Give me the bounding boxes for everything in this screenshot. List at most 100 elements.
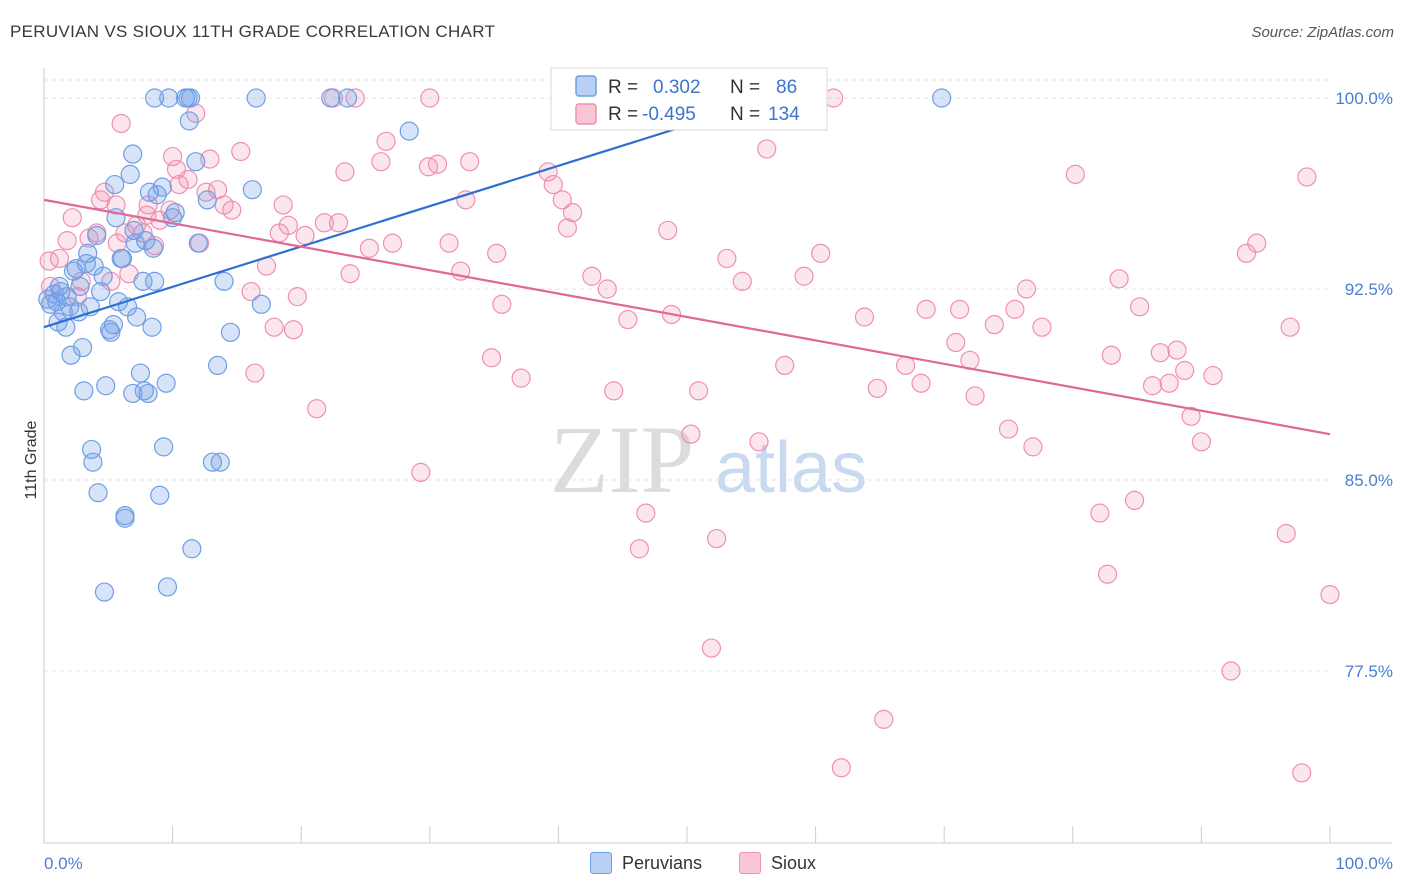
point-sioux (111, 113, 131, 134)
point-peruvians (120, 164, 140, 184)
point-peruvians (242, 180, 262, 200)
point-sioux (427, 154, 448, 174)
point-sioux (867, 378, 887, 398)
point-sioux (371, 152, 391, 172)
point-peruvians (83, 452, 103, 472)
point-peruvians (101, 322, 121, 342)
point-peruvians (72, 337, 93, 358)
point-sioux (1297, 167, 1317, 187)
y-tick-label: 85.0% (1345, 471, 1393, 490)
y-tick-label: 77.5% (1345, 662, 1393, 681)
point-peruvians (197, 190, 217, 210)
point-peruvians (143, 238, 163, 258)
point-peruvians (69, 302, 89, 322)
point-peruvians (246, 88, 266, 108)
point-peruvians (182, 539, 202, 559)
point-sioux (1124, 490, 1145, 510)
point-peruvians (96, 376, 116, 396)
point-sioux (1065, 164, 1085, 184)
trend-line-sioux (43, 198, 1331, 436)
point-peruvians (152, 177, 172, 197)
point-peruvians (88, 483, 108, 503)
gridlines (44, 79, 1330, 672)
point-peruvians (138, 383, 158, 404)
point-sioux (597, 279, 617, 299)
point-sioux (1280, 317, 1300, 337)
point-sioux (1097, 564, 1118, 584)
point-peruvians (105, 174, 125, 195)
point-sioux (376, 131, 396, 151)
point-peruvians (90, 281, 111, 302)
point-sioux (1167, 340, 1187, 360)
point-peruvians (153, 437, 174, 457)
legend-r-value-sioux: -0.495 (642, 104, 696, 125)
point-sioux (382, 233, 403, 253)
point-peruvians (144, 88, 165, 108)
watermark-zip: ZIP (550, 406, 694, 513)
bottom-legend-swatch-peruvians (589, 852, 612, 874)
point-sioux (582, 266, 602, 286)
point-peruvians (124, 220, 144, 241)
legend-r-value-peruvians: 0.302 (653, 77, 701, 98)
point-peruvians (210, 452, 230, 472)
point-peruvians (139, 182, 160, 202)
point-sioux (552, 190, 572, 210)
point-peruvians (932, 88, 952, 108)
point-sioux (794, 266, 814, 286)
point-sioux (1247, 233, 1267, 253)
bottom-legend: Peruvians Sioux (0, 852, 1406, 879)
point-sioux (1142, 376, 1163, 396)
point-sioux (911, 373, 931, 393)
point-sioux (137, 205, 157, 225)
point-sioux (241, 281, 261, 302)
point-sioux (965, 386, 985, 406)
point-peruvians (130, 363, 151, 383)
y-axis-label: 11th Grade (23, 420, 40, 499)
point-sioux (420, 88, 440, 108)
point-sioux (984, 315, 1004, 335)
point-sioux (314, 213, 334, 233)
point-sioux (245, 363, 265, 383)
point-sioux (200, 149, 220, 169)
legend-n-label-sioux: N = (730, 104, 760, 125)
point-peruvians (179, 111, 199, 131)
point-sioux (604, 381, 624, 401)
point-sioux (264, 317, 284, 337)
point-peruvians (103, 315, 124, 335)
bottom-legend-item-sioux: Sioux (739, 852, 816, 874)
y-tick-label: 92.5% (1345, 280, 1393, 299)
point-sioux (636, 503, 656, 523)
point-peruvians (208, 355, 228, 375)
point-peruvians (220, 322, 241, 342)
point-sioux (732, 271, 752, 291)
point-peruvians (47, 292, 67, 312)
bottom-legend-label-sioux: Sioux (771, 852, 817, 873)
point-sioux (757, 139, 777, 159)
point-sioux (345, 88, 365, 108)
legend-r-label-peruvians: R = (608, 77, 638, 98)
point-peruvians (61, 345, 81, 365)
point-peruvians (126, 307, 147, 327)
point-peruvians (321, 88, 341, 108)
point-sioux (717, 248, 737, 269)
point-peruvians (133, 271, 153, 291)
point-sioux (222, 200, 242, 220)
point-sioux (1236, 243, 1257, 263)
point-peruvians (157, 577, 178, 597)
point-sioux (811, 243, 831, 263)
point-sioux (273, 195, 293, 215)
point-peruvians (399, 121, 419, 141)
bottom-legend-item-peruvians: Peruvians (589, 852, 702, 874)
point-sioux (160, 200, 180, 220)
y-tick-label: 100.0% (1335, 89, 1393, 108)
bottom-legend-label-peruvians: Peruvians (621, 852, 702, 873)
point-peruvians (214, 271, 234, 291)
point-sioux (439, 233, 459, 253)
point-peruvians (123, 144, 143, 164)
point-sioux (618, 309, 638, 330)
point-sioux (186, 103, 206, 123)
bottom-legend-swatch-sioux (739, 852, 762, 874)
x-tick-label-min: 0.0% (44, 854, 83, 873)
watermark-atlas: atlas (715, 428, 867, 508)
point-sioux (950, 299, 970, 319)
